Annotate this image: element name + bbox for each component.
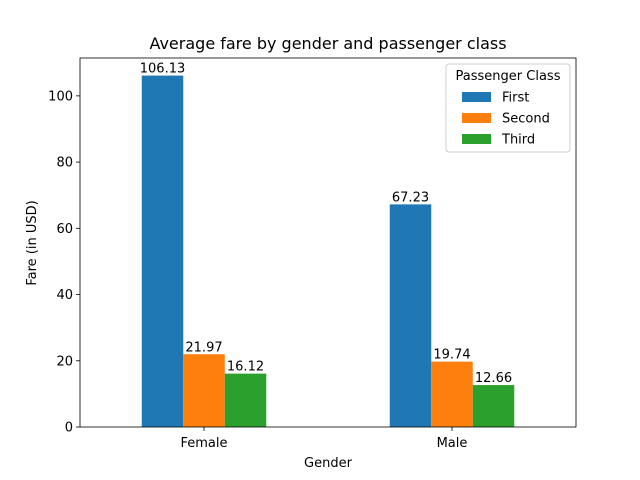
x-tick-label: Female (180, 436, 227, 451)
data-label: 16.12 (227, 360, 264, 375)
y-tick-label: 20 (56, 354, 73, 369)
y-tick-label: 0 (65, 421, 73, 436)
data-label: 106.13 (140, 62, 186, 77)
bar-third-female (224, 373, 267, 427)
x-axis-label: Gender (304, 456, 353, 471)
legend-swatch-third (462, 134, 491, 144)
bar-third-male (472, 385, 515, 427)
legend-swatch-second (462, 113, 491, 123)
bar-second-male (431, 361, 473, 427)
data-label: 12.66 (475, 371, 512, 386)
bar-first-male (389, 204, 432, 427)
y-tick-label: 60 (56, 222, 73, 237)
y-axis-label: Fare (in USD) (25, 200, 40, 285)
x-tick-label: Male (437, 436, 468, 451)
legend-items: First Second Third (462, 91, 550, 148)
y-tick-label: 40 (56, 288, 73, 303)
bar-second-female (183, 354, 225, 427)
data-label: 67.23 (392, 190, 429, 205)
legend-label-third: Third (501, 133, 535, 148)
y-tick-label: 80 (56, 156, 73, 171)
plot-area: 106.13 21.97 16.12 Female 67.23 19.74 12.66 Mal… (48, 57, 577, 451)
legend-title: Passenger Class (456, 69, 561, 84)
data-label: 19.74 (433, 348, 470, 363)
chart-title: Average fare by gender and passenger cla… (149, 34, 506, 53)
bar-first-female (141, 75, 184, 427)
axes-frame (79, 57, 577, 428)
legend-label-second: Second (502, 112, 550, 127)
legend: Passenger Class First Second Third (445, 63, 571, 153)
data-label: 21.97 (185, 340, 222, 355)
legend-label-first: First (502, 91, 529, 106)
legend-swatch-first (462, 92, 491, 102)
legend-frame (445, 63, 571, 153)
y-tick-label: 100 (48, 89, 73, 104)
